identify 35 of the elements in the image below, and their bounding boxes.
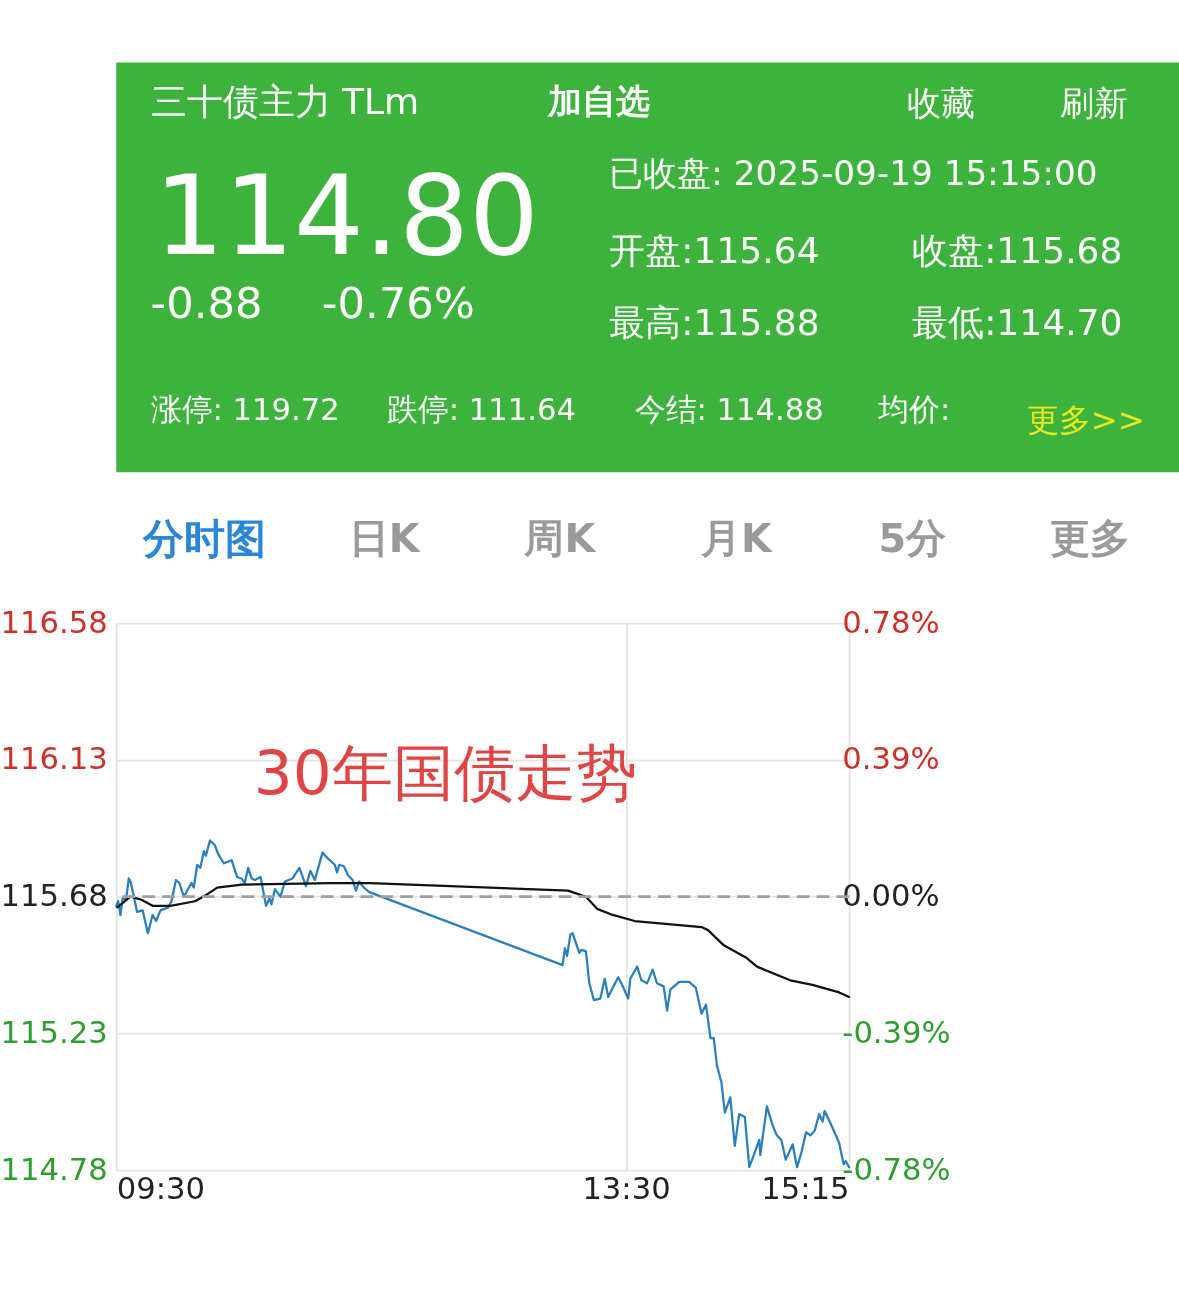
- text: 收盘:115.68: [912, 229, 1123, 272]
- text: 日K: [348, 514, 421, 561]
- text: 分时图: [142, 514, 267, 563]
- y-tick-label: 115.23: [0, 1014, 108, 1050]
- y2-tick-label: 0.39%: [842, 741, 940, 777]
- text: 加自选: [546, 80, 650, 121]
- text: 114.80: [154, 151, 539, 280]
- x-tick-label: 13:30: [582, 1170, 671, 1206]
- text: 三十债主力 TLm: [150, 80, 420, 123]
- text: 最高:115.88: [609, 301, 820, 344]
- text: 跌停: 111.64: [386, 392, 576, 428]
- y-tick-label: 116.13: [0, 741, 108, 777]
- y-tick-label: 116.58: [0, 604, 108, 640]
- text: 月K: [700, 514, 774, 561]
- y-tick-label: 114.78: [0, 1151, 108, 1187]
- y2-tick-label: -0.39%: [842, 1014, 951, 1050]
- text: -0.76%: [321, 278, 475, 329]
- text: 周K: [523, 514, 597, 561]
- text: 收藏: [907, 82, 976, 123]
- y-tick-label: 115.68: [0, 878, 108, 914]
- text: 5分: [878, 514, 946, 561]
- text: 更多: [1049, 514, 1130, 561]
- text: 最低:114.70: [912, 301, 1123, 344]
- text: 刷新: [1060, 82, 1129, 123]
- y2-tick-label: 0.78%: [842, 604, 940, 640]
- text: 均价:: [876, 392, 951, 428]
- text: 今结: 114.88: [634, 392, 824, 428]
- annotation: 30年国债走势: [253, 737, 637, 809]
- text: 涨停: 119.72: [150, 392, 340, 428]
- x-tick-label: 09:30: [116, 1170, 205, 1206]
- text: 已收盘: 2025-09-19 15:15:00: [609, 153, 1098, 194]
- text: 开盘:115.64: [609, 229, 820, 272]
- text: 更多>>: [1026, 401, 1146, 440]
- text: -0.88: [150, 278, 263, 329]
- y2-tick-label: 0.00%: [842, 878, 940, 914]
